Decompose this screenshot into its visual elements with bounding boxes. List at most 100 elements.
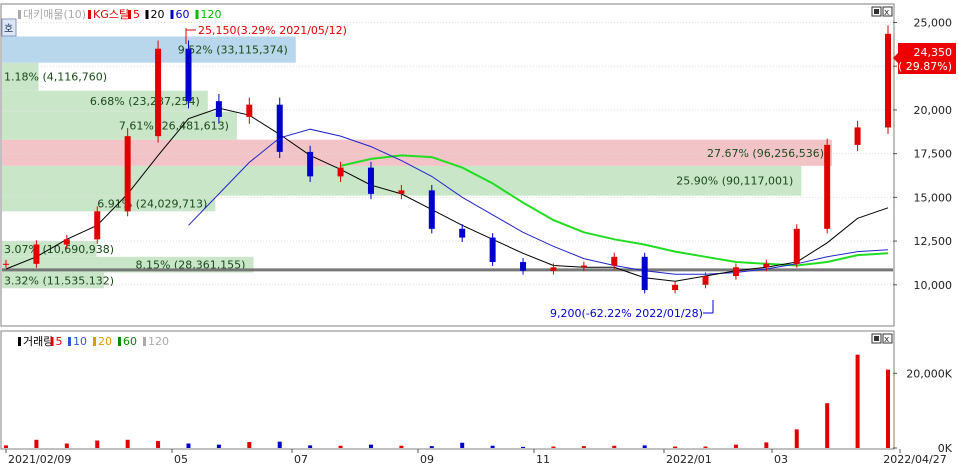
profile-label: 1.18% (4,116,760): [4, 71, 107, 84]
volume-maximize-icon: [874, 336, 879, 341]
volume-bar: [368, 444, 373, 448]
volume-bar: [429, 446, 434, 448]
price-panel-frame: [0, 3, 895, 327]
y-axis-volume: 20,000K 0K: [893, 367, 953, 455]
legend-label: 5: [56, 335, 63, 348]
x-tick-label: 07: [294, 453, 308, 466]
legend-swatch: [118, 337, 121, 346]
legend-swatch: [145, 10, 149, 19]
profile-label: 6.68% (23,237,254): [90, 95, 200, 108]
x-tick-label: 09: [420, 453, 434, 466]
y-tick-label: 20,000: [914, 104, 953, 117]
price-legend: 대키매물(10) KG스틸 5 20 60 120: [18, 8, 222, 21]
profile-label: 3.32% (11,535,132): [4, 274, 114, 287]
legend-label: 20: [98, 335, 112, 348]
x-tick-label: 2021/02/09: [8, 453, 71, 466]
candle-body: [520, 262, 527, 271]
volume-bar: [764, 442, 769, 448]
profile-label: 25.90% (90,117,001): [676, 175, 793, 188]
candle-body: [246, 104, 253, 117]
volume-bar: [490, 445, 495, 448]
volume-bar: [216, 444, 221, 448]
high-annotation: 25,150(3.29% 2021/05/12): [185, 24, 347, 44]
price-close-icon: x: [884, 8, 890, 18]
volume-bar: [125, 439, 130, 448]
profile-label: 3.07% (10,690,938): [4, 243, 114, 256]
y-tick-label: 15,000: [914, 191, 953, 204]
legend-swatch: [68, 337, 71, 346]
volume-bar: [156, 440, 161, 448]
candle-body: [63, 239, 70, 245]
price-close-button[interactable]: [882, 6, 893, 17]
volume-bar: [733, 444, 738, 448]
volume-bar: [612, 445, 617, 448]
candle-body: [398, 190, 405, 194]
profile-label: 9.52% (33,115,374): [178, 44, 288, 57]
ma20-line: [5, 107, 889, 282]
legend-label: 거래량: [23, 335, 53, 348]
y-tick-label: 17,500: [914, 148, 953, 161]
current-price-tag: 24,350 ( 29.87%): [893, 43, 956, 74]
legend-label: 대키매물(10): [23, 8, 86, 21]
volume-bar: [247, 442, 252, 448]
legend-label: 5: [133, 8, 140, 21]
legend-swatch: [93, 337, 96, 346]
candle-body: [124, 136, 131, 212]
volume-legend: 거래량 5 10 20 60 120: [18, 335, 169, 348]
candle-body: [763, 263, 770, 268]
x-tick-label: 2022/04/27: [883, 453, 946, 466]
volume-bar: [64, 443, 69, 448]
volume-bar: [855, 354, 860, 448]
legend-swatch: [18, 10, 21, 19]
volume-close-button[interactable]: [882, 333, 893, 344]
current-price-box: [898, 43, 956, 74]
high-annotation-text: 25,150(3.29% 2021/05/12): [198, 24, 347, 37]
candle-body: [885, 33, 891, 128]
volume-bar: [95, 440, 100, 448]
candle-body: [94, 211, 101, 240]
volume-bar: [551, 446, 556, 448]
x-tick-label: 2022/01: [666, 453, 712, 466]
profile-bar: [2, 62, 39, 91]
legend-swatch: [18, 337, 21, 346]
hoga-tab[interactable]: [1, 18, 17, 37]
volume-y-tick-label: 0K: [938, 442, 953, 455]
x-tick-label: 03: [774, 453, 788, 466]
volume-bars: [4, 354, 890, 448]
candle-body: [702, 276, 709, 285]
legend-label: 10: [73, 335, 87, 348]
legend-label: 120: [148, 335, 169, 348]
profile-bar: [2, 272, 105, 289]
legend-swatch: [128, 10, 131, 19]
volume-bar: [460, 442, 465, 448]
candle-body: [611, 256, 618, 266]
volume-bar: [794, 429, 799, 448]
profile-bar: [2, 195, 216, 212]
volume-bar: [34, 439, 39, 448]
candle-body: [672, 284, 679, 291]
price-maximize-icon: [874, 9, 879, 14]
volume-bar: [825, 403, 830, 448]
candle-body: [3, 263, 9, 265]
legend-swatch: [50, 337, 54, 346]
candle-body: [215, 101, 222, 117]
volume-bar: [4, 445, 8, 448]
candle-body: [185, 48, 192, 102]
x-axis: 2021/02/09 05 07 09 11 2022/01 03 2022/04/27: [5, 449, 947, 466]
volume-bar: [581, 446, 586, 448]
profile-bar: [2, 139, 832, 166]
legend-swatch: [143, 337, 146, 346]
legend-label: 60: [123, 335, 137, 348]
current-price-value: 24,350: [914, 46, 953, 59]
candle-body: [307, 151, 314, 177]
volume-panel-frame: [0, 330, 895, 450]
volume-bar: [308, 445, 313, 448]
candle-body: [793, 228, 800, 264]
volume-bar: [186, 443, 191, 448]
y-tick-label: 10,000: [914, 279, 953, 292]
candle-body: [580, 265, 587, 268]
legend-label: 20: [151, 8, 165, 21]
candle-body: [550, 267, 557, 271]
candle-body: [428, 190, 435, 229]
